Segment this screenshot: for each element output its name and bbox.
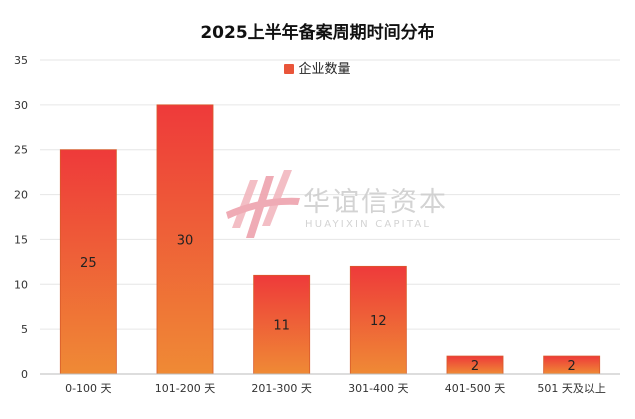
y-tick-label-25: 25 <box>14 144 28 157</box>
y-tick-label-10: 10 <box>14 278 28 291</box>
legend-swatch <box>284 64 295 74</box>
x-tick-label-3: 301-400 天 <box>348 382 408 395</box>
grid-lines <box>40 59 620 330</box>
y-axis-ticks: 0 5 10 15 20 25 30 35 <box>14 54 28 381</box>
bar-2 <box>253 274 311 375</box>
watermark: 华谊信资本 HUAYIXIN CAPITAL <box>226 170 448 238</box>
y-tick-label-35: 35 <box>14 54 28 67</box>
data-label-0: 25 <box>80 256 97 271</box>
legend-label-series: 企业数量 <box>298 62 351 77</box>
x-tick-label-2: 201-300 天 <box>251 382 311 395</box>
chart-title: 2025上半年备案周期时间分布 <box>200 23 435 43</box>
bars: 25 30 11 12 2 2 <box>59 104 601 375</box>
x-tick-label-4: 401-500 天 <box>445 382 505 395</box>
x-tick-label-0: 0-100 天 <box>65 382 111 395</box>
y-tick-label-15: 15 <box>14 233 28 246</box>
y-tick-label-30: 30 <box>14 99 28 112</box>
watermark-text-en: HUAYIXIN CAPITAL <box>305 219 431 230</box>
y-tick-label-0: 0 <box>21 368 28 381</box>
watermark-text-cn: 华谊信资本 <box>303 187 448 218</box>
data-label-5: 2 <box>568 359 576 374</box>
data-label-3: 12 <box>370 314 387 329</box>
data-label-4: 2 <box>471 359 479 374</box>
data-label-2: 11 <box>273 319 290 334</box>
bar-1 <box>156 104 214 375</box>
bar-0 <box>59 149 117 375</box>
y-tick-label-20: 20 <box>14 189 28 202</box>
x-axis-ticks: 0-100 天 101-200 天 201-300 天 301-400 天 401-50… <box>65 382 606 395</box>
data-label-1: 30 <box>177 233 194 248</box>
x-tick-label-1: 101-200 天 <box>155 382 215 395</box>
watermark-logo-icon <box>226 170 300 238</box>
bar-3 <box>349 265 407 375</box>
legend[interactable]: 企业数量 <box>0 58 635 77</box>
x-tick-label-5: 501 天及以上 <box>537 382 606 395</box>
y-tick-label-5: 5 <box>21 323 28 336</box>
